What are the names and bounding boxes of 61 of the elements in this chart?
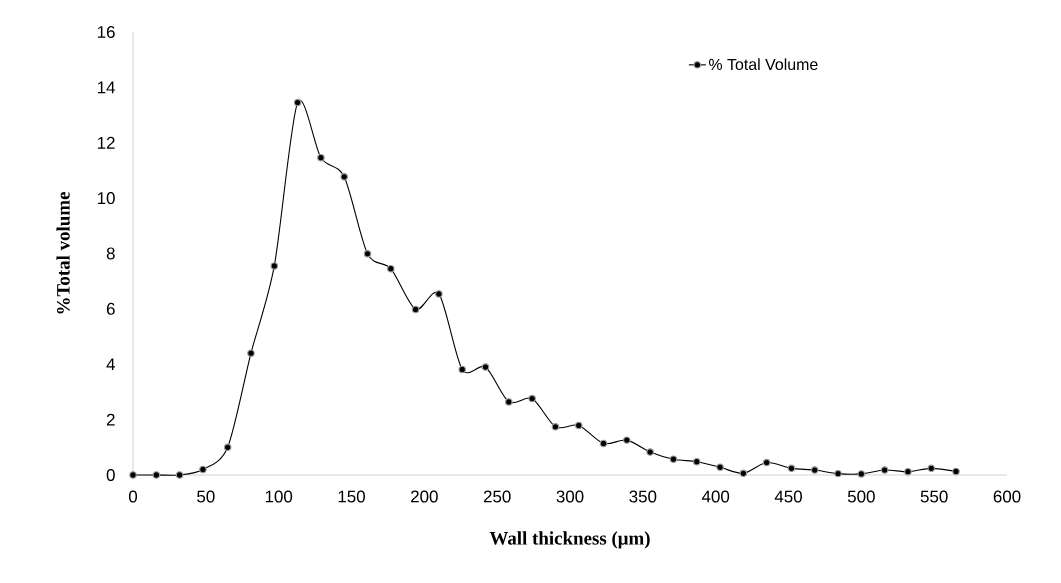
point (623, 436, 631, 444)
point (646, 448, 654, 456)
point (693, 457, 701, 466)
x-tick-label: 500 (847, 490, 875, 503)
x-axis-title: Wall thickness (μm) (489, 531, 650, 549)
x-tick-label: 100 (265, 490, 293, 503)
x-tick-label: 50 (197, 490, 215, 503)
x-tick-label: 350 (629, 490, 657, 503)
point (293, 98, 302, 107)
point (904, 467, 912, 476)
y-tick-label: 10 (97, 192, 115, 205)
point (927, 464, 935, 473)
point (175, 471, 184, 479)
x-tick-label: 550 (920, 490, 948, 503)
y-tick-label: 12 (97, 136, 115, 149)
y-tick-label: 6 (106, 302, 115, 315)
y-axis-title: %Total volume (56, 192, 70, 314)
point (834, 469, 842, 478)
point (599, 439, 608, 448)
y-tick-label: 14 (97, 81, 115, 94)
x-tick-label: 600 (993, 490, 1021, 503)
point (363, 250, 372, 258)
y-tick-label: 2 (106, 413, 115, 426)
x-tick-label: 0 (128, 490, 138, 503)
point (762, 458, 771, 467)
point (528, 394, 536, 403)
point (716, 463, 724, 471)
point (247, 349, 255, 357)
point (317, 153, 325, 162)
point (199, 465, 207, 474)
point (435, 290, 443, 298)
point (505, 398, 513, 406)
point (857, 470, 866, 478)
point (810, 466, 819, 474)
point (952, 467, 960, 476)
point (340, 173, 348, 181)
x-tick-label: 250 (483, 490, 511, 503)
x-tick-label: 300 (556, 490, 584, 503)
y-tick-label: 0 (106, 469, 115, 481)
point (223, 443, 232, 452)
legend-label: % Total Volume (708, 58, 818, 71)
y-tick-label: 8 (106, 247, 115, 260)
point (129, 471, 137, 479)
x-tick-label: 450 (774, 490, 802, 503)
point (880, 466, 889, 474)
point (152, 471, 161, 479)
point (481, 363, 490, 371)
x-tick-label: 150 (338, 490, 365, 503)
y-tick-label: 4 (106, 358, 115, 371)
y-tick-label: 16 (97, 26, 115, 38)
point (669, 455, 678, 463)
x-tick-label: 400 (701, 490, 730, 503)
x-tick-label: 200 (411, 490, 438, 503)
point (575, 421, 583, 430)
point (551, 423, 560, 431)
point (411, 305, 420, 314)
point (458, 365, 466, 374)
point (270, 262, 279, 270)
point (387, 264, 395, 273)
point (739, 469, 748, 478)
point (787, 464, 796, 473)
